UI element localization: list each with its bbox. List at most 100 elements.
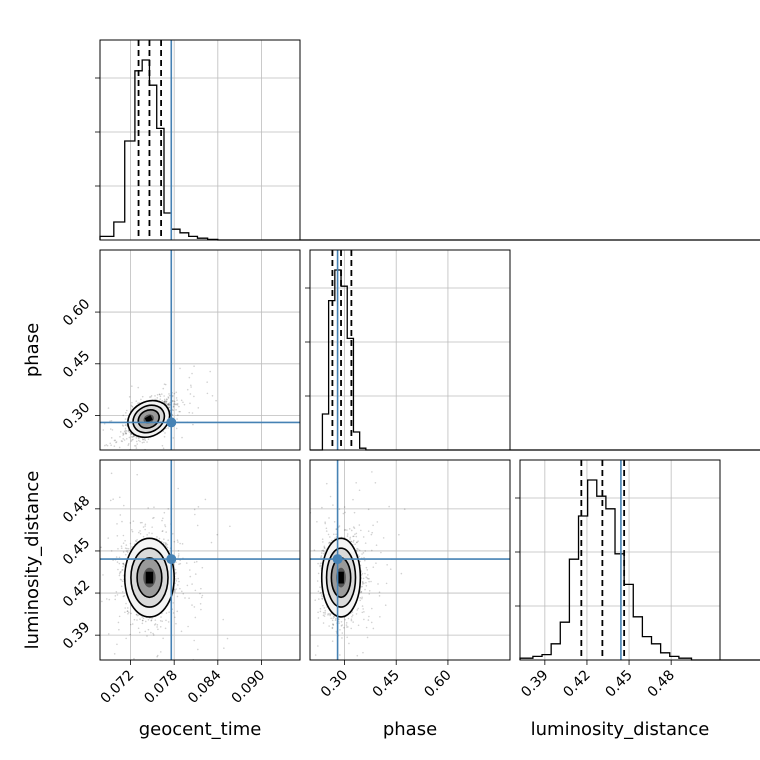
truth-marker [332, 554, 343, 565]
scatter-point [328, 542, 330, 544]
scatter-point [328, 625, 330, 627]
scatter-point [173, 403, 175, 406]
scatter-point [124, 429, 127, 432]
scatter-point [119, 660, 121, 662]
scatter-point [360, 574, 363, 576]
scatter-point [156, 624, 159, 626]
scatter-point [122, 434, 124, 436]
scatter-point [125, 544, 128, 546]
scatter-point [173, 392, 176, 395]
scatter-point [332, 504, 334, 506]
scatter-point [152, 634, 155, 636]
scatter-point [361, 581, 364, 584]
scatter-point [327, 533, 330, 536]
scatter-point [102, 429, 105, 431]
scatter-point [171, 394, 174, 397]
scatter-point [193, 508, 196, 511]
scatter-point [178, 580, 180, 583]
scatter-point [133, 435, 135, 437]
scatter-point [122, 414, 125, 417]
scatter-point [189, 575, 192, 578]
scatter-point [125, 412, 127, 414]
scatter-point [177, 556, 180, 558]
scatter-point [148, 532, 150, 534]
scatter-point [363, 611, 365, 613]
scatter-point [116, 594, 119, 596]
scatter-point [135, 447, 138, 449]
scatter-point [351, 615, 353, 618]
scatter-point [137, 402, 139, 405]
scatter-point [168, 393, 170, 395]
scatter-point [323, 545, 326, 548]
scatter-point [139, 521, 142, 524]
scatter-point [147, 619, 150, 621]
x-tick-label: 0.090 [229, 667, 269, 707]
density-core [144, 415, 153, 423]
scatter-point [136, 613, 138, 616]
scatter-point [335, 533, 337, 536]
scatter-point [325, 530, 328, 532]
density [123, 537, 175, 618]
scatter-point [109, 420, 111, 422]
scatter-point [175, 427, 178, 430]
scatter-point [134, 444, 136, 447]
scatter-point [120, 571, 122, 573]
scatter-point [147, 438, 150, 440]
scatter-point [188, 376, 191, 379]
scatter-point [161, 530, 164, 533]
scatter-point [165, 545, 168, 547]
scatter-point [131, 623, 134, 625]
scatter-point [118, 446, 121, 449]
scatter-point [125, 409, 128, 412]
scatter-point [150, 395, 153, 397]
scatter-point [360, 529, 362, 532]
scatter-point [125, 637, 127, 640]
scatter-point [131, 401, 133, 404]
scatter-point [355, 541, 358, 544]
scatter-point [122, 534, 125, 537]
scatter-point [121, 569, 123, 571]
scatter-point [119, 435, 121, 438]
scatter-point [165, 400, 168, 402]
scatter-point [355, 550, 358, 552]
scatter-point [121, 424, 124, 426]
scatter-point [191, 372, 193, 375]
scatter-point [172, 612, 175, 614]
scatter-point [167, 396, 170, 398]
scatter-point [200, 608, 202, 611]
scatter-point [200, 596, 203, 599]
density-contour [130, 547, 169, 608]
scatter-point [126, 607, 129, 609]
scatter-point [146, 534, 148, 536]
scatter-point [154, 623, 157, 625]
scatter-point [167, 404, 169, 406]
scatter-point [365, 566, 368, 569]
scatter-point [131, 546, 133, 548]
scatter-point [139, 530, 141, 532]
density-core [338, 571, 344, 584]
scatter-point [118, 496, 121, 499]
scatter-point [374, 482, 377, 484]
scatter-point [317, 611, 319, 614]
scatter-point [323, 547, 326, 549]
scatter-point [371, 531, 374, 534]
panel-frame [99, 39, 301, 241]
scatter-point [116, 523, 118, 525]
scatter-point [136, 614, 139, 617]
scatter-point [166, 398, 168, 401]
scatter-point [133, 618, 136, 621]
scatter-point [169, 401, 171, 404]
scatter-point [117, 547, 119, 550]
scatter-point [100, 546, 102, 549]
scatter-point [172, 406, 175, 408]
scatter-point [361, 585, 363, 588]
scatter-point [178, 405, 180, 408]
scatter-point [327, 614, 329, 616]
scatter-point [125, 602, 127, 605]
scatter-point [319, 610, 322, 613]
scatter-point [131, 406, 134, 408]
scatter-point [121, 569, 124, 571]
scatter-point [107, 407, 110, 409]
scatter-point [110, 437, 113, 439]
